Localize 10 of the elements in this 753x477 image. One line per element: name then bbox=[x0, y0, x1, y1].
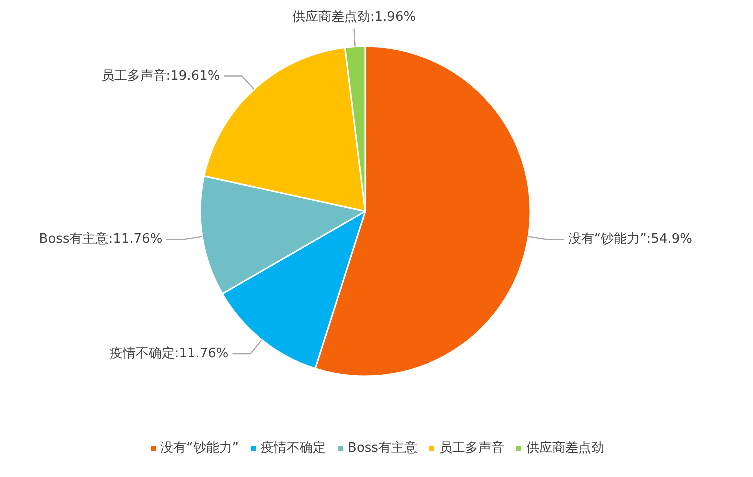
legend-label: 没有“钞能力” bbox=[160, 440, 240, 457]
data-label: 没有“钞能力”:54.9% bbox=[568, 232, 692, 248]
legend-label: Boss有主意 bbox=[348, 440, 418, 457]
data-label: Boss有主意:11.76% bbox=[39, 231, 163, 248]
legend-label: 供应商差点劲 bbox=[526, 440, 604, 457]
data-label: 疫情不确定:11.76% bbox=[110, 346, 229, 362]
legend-label: 疫情不确定 bbox=[261, 440, 326, 457]
data-label: 员工多声音:19.61% bbox=[101, 68, 220, 84]
data-label: 供应商差点劲:1.96% bbox=[292, 8, 416, 25]
legend-label: 员工多声音 bbox=[439, 440, 504, 457]
